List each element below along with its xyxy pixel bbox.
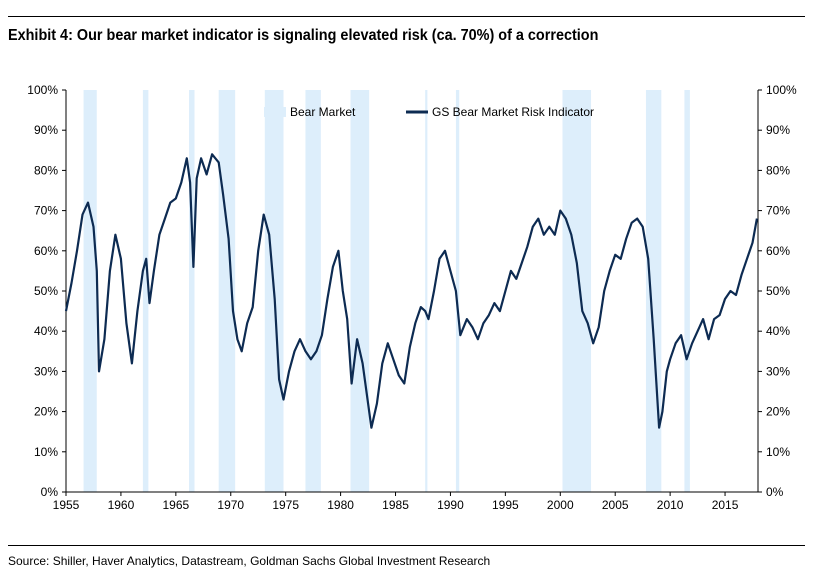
x-axis: 1955 1960 1965 1970 1975 1980 1985 1990 1995 2000… (53, 492, 739, 512)
legend: Bear Market GS Bear Market Risk Indicator (264, 105, 594, 119)
bear-market-band-2 (142, 90, 149, 492)
series-layer (64, 153, 758, 429)
y-tick-label-right: 10% (766, 445, 790, 459)
y-tick-label-left: 100% (27, 83, 58, 97)
x-tick-label: 1980 (327, 498, 354, 512)
bear-market-band-6 (305, 90, 321, 492)
legend-label-bear-market: Bear Market (290, 105, 356, 119)
bear-market-band-3 (189, 90, 195, 492)
y-tick-label-left: 60% (34, 244, 58, 258)
legend-swatch-bear-market (264, 107, 286, 117)
y-tick-label-left: 70% (34, 204, 58, 218)
y-tick-label-right: 80% (766, 163, 790, 177)
y-tick-label-right: 50% (766, 284, 790, 298)
y-tick-label-left: 50% (34, 284, 58, 298)
y-tick-label-left: 20% (34, 405, 58, 419)
top-rule (8, 16, 805, 17)
y-tick-label-left: 40% (34, 324, 58, 338)
y-tick-label-right: 40% (766, 324, 790, 338)
series-line-gs-bear-market-risk-indicator (64, 153, 758, 429)
x-tick-label: 1965 (162, 498, 189, 512)
y-tick-label-right: 60% (766, 244, 790, 258)
exhibit-title: Exhibit 4: Our bear market indicator is … (8, 27, 599, 44)
y-axis-left: 0% 10% 20% 30% 40% 50% 60% 70% 80% 90% 100% (27, 83, 66, 499)
y-tick-label-left: 10% (34, 445, 58, 459)
bear-market-band-11 (645, 90, 662, 492)
x-tick-label: 2000 (547, 498, 574, 512)
x-tick-label: 2010 (657, 498, 684, 512)
x-tick-label: 1970 (217, 498, 244, 512)
bottom-rule (8, 545, 805, 546)
bear-market-band-1 (83, 90, 97, 492)
x-tick-label: 2015 (712, 498, 739, 512)
x-tick-label: 1995 (492, 498, 519, 512)
bear-market-band-7 (350, 90, 370, 492)
bear-market-band-9 (455, 90, 460, 492)
x-tick-label: 2005 (602, 498, 629, 512)
y-tick-label-left: 0% (41, 485, 59, 499)
y-tick-label-right: 20% (766, 405, 790, 419)
y-tick-label-right: 90% (766, 123, 790, 137)
bear-market-band-8 (425, 90, 428, 492)
x-tick-label: 1955 (53, 498, 80, 512)
y-axis-right: 0% 10% 20% 30% 40% 50% 60% 70% 80% 90% 100% (758, 83, 797, 499)
y-tick-label-right: 0% (766, 485, 784, 499)
y-tick-label-left: 80% (34, 163, 58, 177)
source-note: Source: Shiller, Haver Analytics, Datast… (8, 554, 491, 568)
x-tick-label: 1985 (382, 498, 409, 512)
y-tick-label-right: 70% (766, 204, 790, 218)
y-tick-label-left: 30% (34, 364, 58, 378)
y-tick-label-right: 100% (766, 83, 797, 97)
bear-market-band-12 (684, 90, 690, 492)
y-tick-label-left: 90% (34, 123, 58, 137)
y-tick-label-right: 30% (766, 364, 790, 378)
x-tick-label: 1960 (108, 498, 135, 512)
bear-market-band-10 (562, 90, 592, 492)
x-tick-label: 1990 (437, 498, 464, 512)
x-tick-label: 1975 (272, 498, 299, 512)
legend-label-risk-indicator: GS Bear Market Risk Indicator (432, 105, 594, 119)
bear-market-bands (83, 90, 690, 492)
